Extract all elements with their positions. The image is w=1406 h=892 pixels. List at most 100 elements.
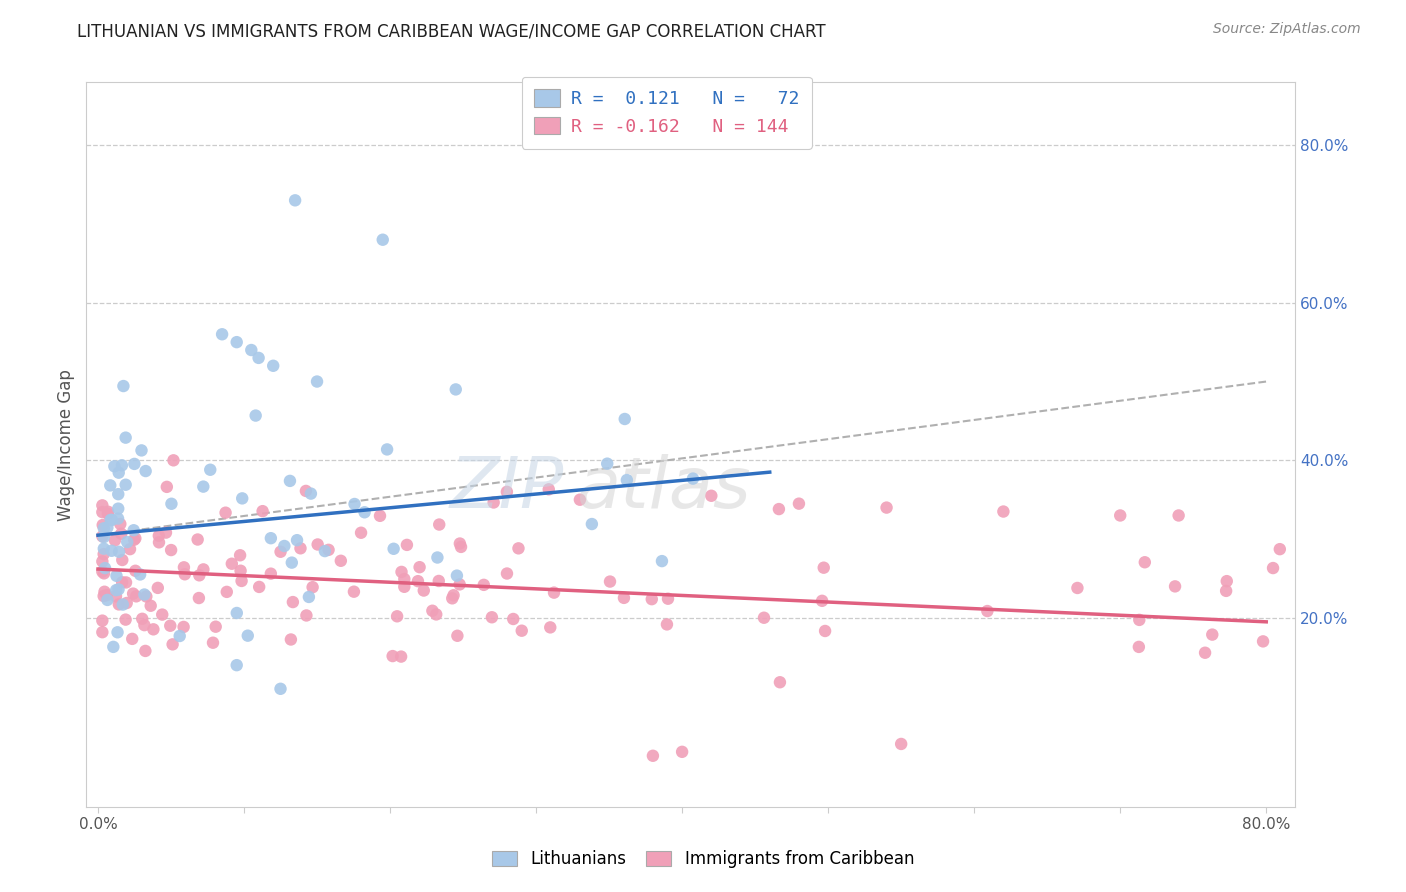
- Point: [273, 539, 295, 553]
- Legend: Lithuanians, Immigrants from Caribbean: Lithuanians, Immigrants from Caribbean: [484, 842, 922, 877]
- Point: [111, 553, 134, 567]
- Point: [97, 505, 120, 519]
- Point: [93, 530, 115, 544]
- Point: [93, 584, 115, 599]
- Point: [427, 574, 450, 588]
- Point: [111, 598, 134, 612]
- Point: [124, 457, 146, 471]
- Point: [472, 578, 495, 592]
- Point: [98, 478, 121, 492]
- Point: [115, 596, 138, 610]
- Point: [482, 495, 505, 509]
- Point: [1128, 640, 1150, 654]
- Point: [91, 625, 114, 640]
- Point: [110, 526, 132, 541]
- Point: [107, 501, 129, 516]
- Point: [245, 409, 267, 423]
- Point: [93, 547, 115, 561]
- Point: [270, 681, 292, 696]
- Point: [262, 359, 284, 373]
- Point: [162, 453, 184, 467]
- Point: [568, 492, 591, 507]
- Point: [107, 466, 129, 480]
- Point: [121, 632, 143, 646]
- Point: [510, 624, 533, 638]
- Point: [107, 511, 129, 525]
- Point: [538, 620, 561, 634]
- Point: [1261, 561, 1284, 575]
- Point: [173, 560, 195, 574]
- Point: [682, 472, 704, 486]
- Legend: R =  0.121   N =   72, R = -0.162   N = 144: R = 0.121 N = 72, R = -0.162 N = 144: [522, 77, 811, 149]
- Point: [229, 549, 252, 563]
- Point: [91, 505, 114, 519]
- Point: [148, 535, 170, 549]
- Point: [162, 637, 184, 651]
- Point: [169, 629, 191, 643]
- Point: [146, 581, 169, 595]
- Point: [105, 569, 128, 583]
- Point: [318, 542, 340, 557]
- Point: [278, 474, 301, 488]
- Point: [441, 591, 464, 606]
- Point: [368, 508, 391, 523]
- Point: [449, 536, 471, 550]
- Point: [425, 607, 447, 622]
- Point: [353, 505, 375, 519]
- Point: [290, 541, 312, 556]
- Point: [281, 556, 304, 570]
- Point: [187, 591, 209, 605]
- Text: Source: ZipAtlas.com: Source: ZipAtlas.com: [1213, 22, 1361, 37]
- Point: [450, 540, 472, 554]
- Point: [105, 583, 128, 598]
- Point: [412, 583, 434, 598]
- Point: [107, 487, 129, 501]
- Point: [225, 606, 247, 620]
- Point: [204, 620, 226, 634]
- Point: [1164, 579, 1187, 593]
- Point: [247, 580, 270, 594]
- Point: [1216, 574, 1239, 589]
- Point: [91, 529, 114, 543]
- Point: [108, 545, 131, 559]
- Point: [231, 491, 253, 506]
- Point: [110, 516, 132, 531]
- Point: [260, 566, 283, 581]
- Point: [329, 554, 352, 568]
- Point: [100, 513, 122, 527]
- Point: [976, 604, 998, 618]
- Point: [247, 351, 270, 365]
- Point: [93, 521, 115, 535]
- Point: [134, 588, 156, 602]
- Point: [270, 545, 292, 559]
- Point: [134, 618, 156, 632]
- Point: [613, 591, 636, 605]
- Point: [752, 611, 775, 625]
- Point: [91, 499, 114, 513]
- Point: [305, 375, 328, 389]
- Point: [96, 588, 118, 602]
- Point: [394, 572, 416, 586]
- Point: [280, 632, 302, 647]
- Point: [114, 431, 136, 445]
- Point: [125, 590, 148, 604]
- Point: [114, 613, 136, 627]
- Point: [655, 617, 678, 632]
- Point: [508, 541, 530, 556]
- Point: [446, 629, 468, 643]
- Point: [657, 591, 679, 606]
- Point: [408, 560, 430, 574]
- Point: [103, 459, 125, 474]
- Point: [91, 565, 114, 579]
- Point: [93, 589, 115, 603]
- Point: [295, 608, 318, 623]
- Point: [131, 443, 153, 458]
- Point: [236, 629, 259, 643]
- Point: [155, 525, 177, 540]
- Point: [108, 598, 131, 612]
- Point: [613, 412, 636, 426]
- Point: [543, 585, 565, 599]
- Point: [769, 675, 792, 690]
- Point: [160, 543, 183, 558]
- Point: [449, 577, 471, 591]
